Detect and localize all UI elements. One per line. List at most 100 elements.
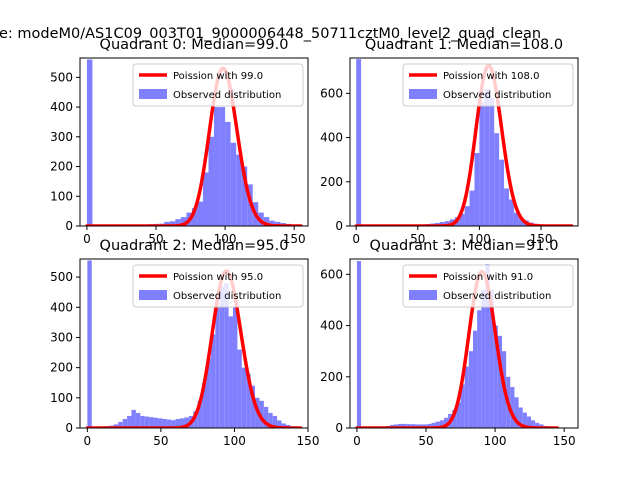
histogram-bar bbox=[497, 335, 502, 428]
plot-area bbox=[85, 260, 303, 428]
axes-frame bbox=[79, 258, 309, 429]
histogram-bar bbox=[219, 286, 225, 428]
subplot-quadrant-3: 0 50 100 150 0 200 400 600 Quadrant 3: Median=91… bbox=[320, 238, 579, 448]
legend: Poission with 91.0 Observed distribution bbox=[402, 264, 574, 308]
histogram-bar bbox=[166, 419, 172, 428]
histogram-bar bbox=[356, 261, 362, 428]
y-tick-label: 400 bbox=[320, 319, 343, 333]
histogram-bar bbox=[263, 406, 269, 428]
legend-label-poisson: Poission with 95.0 bbox=[173, 272, 263, 283]
histogram-bar bbox=[493, 325, 498, 428]
histogram-bar bbox=[274, 221, 281, 226]
histogram-bar bbox=[241, 367, 247, 428]
histogram-bar bbox=[162, 418, 167, 428]
histogram-bar bbox=[406, 424, 411, 428]
histogram-bar bbox=[281, 423, 286, 428]
y-tick-label: 0 bbox=[65, 421, 73, 435]
histogram-bar bbox=[164, 221, 170, 226]
histogram-bar bbox=[180, 217, 187, 226]
histogram-bar bbox=[269, 220, 275, 226]
y-tick-label: 300 bbox=[50, 330, 73, 344]
subplot-title: Quadrant 2: Median=95.0 bbox=[100, 238, 289, 254]
histogram-bar bbox=[246, 373, 251, 428]
histogram-bar bbox=[444, 221, 450, 226]
histogram-bar bbox=[184, 417, 189, 428]
subplot-title: Quadrant 0: Median=99.0 bbox=[100, 37, 289, 53]
histogram-bar bbox=[474, 153, 480, 226]
legend-bar-swatch bbox=[409, 290, 437, 300]
legend: Poission with 108.0 Observed distribution bbox=[402, 63, 574, 107]
legend: Poission with 95.0 Observed distribution bbox=[132, 264, 304, 308]
x-tick-label: 0 bbox=[353, 434, 361, 448]
x-tick-label: 150 bbox=[297, 434, 320, 448]
histogram-bar bbox=[224, 283, 229, 428]
subplot-quadrant-0: 0 50 100 150 0 100 200 300 400 500 Quadrant 0: Med… bbox=[50, 37, 309, 246]
y-tick-label: 200 bbox=[50, 361, 73, 375]
legend-label-observed: Observed distribution bbox=[173, 291, 281, 302]
y-tick-label: 500 bbox=[50, 70, 73, 84]
histogram-bar bbox=[518, 407, 523, 428]
histogram-bar bbox=[435, 421, 440, 428]
legend-bar-swatch bbox=[139, 89, 167, 99]
poisson-fit-line bbox=[85, 269, 303, 428]
legend-label-poisson: Poission with 108.0 bbox=[443, 71, 539, 82]
legend-box bbox=[402, 264, 574, 308]
histogram-bar bbox=[197, 201, 203, 226]
histogram-bar bbox=[414, 424, 420, 428]
histogram-bar bbox=[241, 166, 248, 226]
histogram-bar bbox=[427, 423, 432, 428]
histogram-bar bbox=[514, 397, 519, 428]
y-tick-label: 0 bbox=[335, 421, 343, 435]
histogram-bar bbox=[513, 212, 519, 226]
x-tick-label: 100 bbox=[223, 434, 246, 448]
legend-label-poisson: Poission with 91.0 bbox=[443, 272, 533, 283]
histogram-bar bbox=[175, 418, 181, 428]
plot-area bbox=[85, 59, 303, 226]
histogram-bar bbox=[219, 107, 226, 226]
legend-label-observed: Observed distribution bbox=[173, 90, 281, 101]
subplot-quadrant-2: 0 50 100 150 0 100 200 300 400 500 Quadrant 2: Med… bbox=[50, 238, 319, 448]
histogram-bar bbox=[191, 208, 198, 226]
histogram-bar bbox=[489, 97, 495, 226]
y-tick-label: 300 bbox=[50, 130, 73, 144]
histogram-bar bbox=[494, 133, 500, 226]
histogram-bar bbox=[250, 385, 256, 428]
legend-bar-swatch bbox=[139, 290, 167, 300]
histogram-bar bbox=[169, 221, 176, 226]
legend-label-observed: Observed distribution bbox=[443, 291, 551, 302]
histogram-bar bbox=[443, 417, 449, 428]
x-tick-label: 0 bbox=[84, 434, 92, 448]
histogram-bar bbox=[431, 422, 436, 428]
poisson-fit-line bbox=[85, 66, 303, 226]
histogram-bar bbox=[452, 410, 457, 428]
x-tick-label: 100 bbox=[214, 232, 237, 246]
histogram-bar bbox=[193, 411, 198, 428]
histogram-bar bbox=[531, 420, 536, 428]
histogram-bar bbox=[510, 387, 515, 428]
subplot-title: Quadrant 1: Median=108.0 bbox=[365, 37, 563, 53]
histogram-bar bbox=[456, 402, 461, 428]
histogram-bar bbox=[157, 418, 163, 428]
histogram-bar bbox=[539, 424, 544, 428]
histogram-bar bbox=[439, 222, 445, 226]
histogram-bar bbox=[197, 400, 203, 428]
histogram-bar bbox=[131, 409, 136, 428]
legend-box bbox=[132, 264, 304, 308]
histogram-bar bbox=[464, 206, 470, 226]
histogram-bar bbox=[135, 412, 141, 428]
y-tick-label: 200 bbox=[320, 370, 343, 384]
histogram-bar bbox=[228, 316, 233, 428]
histogram-bar bbox=[127, 415, 132, 428]
x-tick-label: 0 bbox=[83, 232, 91, 246]
histogram-bar bbox=[410, 424, 415, 428]
histogram-bar bbox=[472, 330, 478, 428]
histogram-bar bbox=[87, 260, 92, 428]
histogram-bar bbox=[144, 416, 150, 428]
axes-frame bbox=[349, 258, 579, 429]
axes-frame bbox=[79, 57, 309, 227]
histogram-bar bbox=[398, 423, 403, 428]
legend-label-poisson: Poission with 99.0 bbox=[173, 71, 263, 82]
histogram-bar bbox=[535, 422, 540, 428]
histogram-bar bbox=[272, 415, 278, 428]
y-tick-label: 100 bbox=[50, 391, 73, 405]
